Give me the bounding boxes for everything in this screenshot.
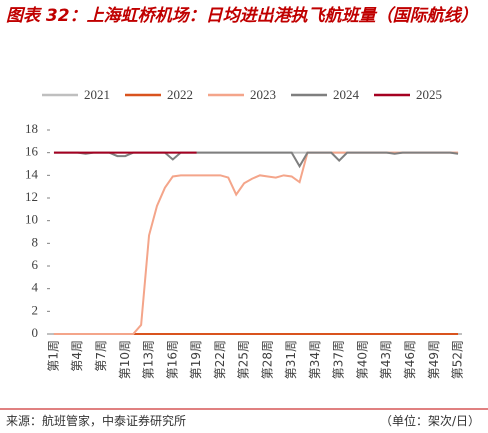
y-tick-label: 10	[25, 212, 38, 227]
legend-label: 2024	[333, 87, 360, 102]
legend-label: 2021	[84, 87, 110, 102]
y-tick-label: 0	[32, 325, 39, 340]
x-tick-label: 第37周	[332, 340, 346, 379]
x-tick-label: 第49周	[427, 340, 441, 379]
y-tick-label: 18	[25, 121, 38, 136]
x-tick-label: 第13周	[142, 340, 156, 379]
x-tick-label: 第16周	[165, 340, 179, 379]
y-tick-label: 4	[32, 280, 39, 295]
y-tick-label: 2	[32, 302, 39, 317]
x-tick-label: 第40周	[355, 340, 369, 379]
x-tick-label: 第43周	[379, 340, 393, 379]
legend-label: 2023	[250, 87, 276, 102]
x-tick-label: 第10周	[118, 340, 132, 379]
source: 来源：航班管家，中泰证券研究所	[6, 414, 187, 428]
x-tick-label: 第34周	[308, 340, 322, 379]
x-tick-label: 第19周	[189, 340, 203, 379]
x-tick-label: 第28周	[260, 340, 274, 379]
y-tick-label: 16	[25, 144, 39, 159]
series-line	[53, 151, 459, 335]
x-tick-label: 第46周	[403, 340, 417, 379]
x-tick-label: 第22周	[213, 340, 227, 379]
legend-label: 2022	[167, 87, 193, 102]
x-tick-label: 第52周	[451, 340, 465, 379]
x-tick-label: 第4周	[70, 340, 84, 372]
y-tick-label: 12	[25, 189, 38, 204]
y-tick-label: 8	[32, 234, 39, 249]
x-tick-label: 第31周	[284, 340, 298, 379]
series-line	[53, 151, 459, 169]
legend-label: 2025	[416, 87, 442, 102]
x-tick-label: 第25周	[237, 340, 251, 379]
y-tick-label: 14	[25, 166, 39, 181]
x-tick-label: 第7周	[94, 340, 108, 372]
y-tick-label: 6	[32, 257, 39, 272]
x-tick-label: 第1周	[46, 340, 60, 372]
chart-title: 图表 32：上海虹桥机场：日均进出港执飞航班量（国际航线）	[6, 6, 478, 26]
unit: （单位：架次/日）	[379, 414, 480, 428]
